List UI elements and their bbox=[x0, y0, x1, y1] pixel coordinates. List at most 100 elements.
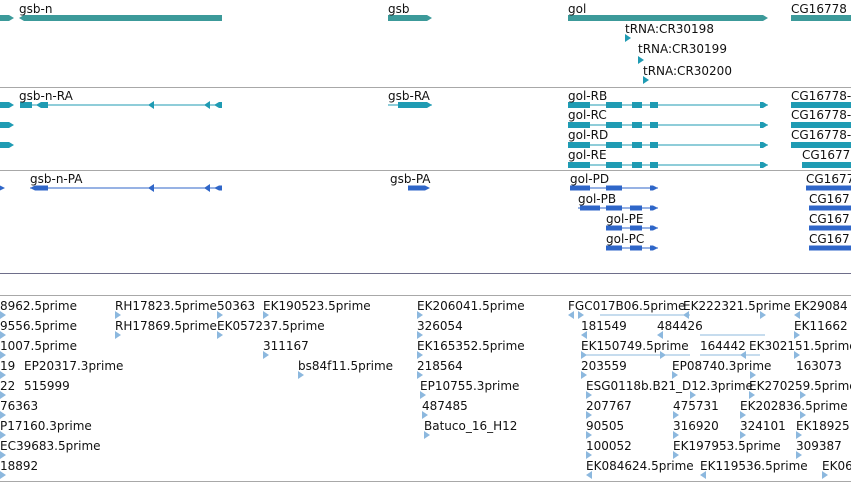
est-label[interactable]: EK202836.5prime bbox=[740, 399, 848, 413]
transcript-label-gol-rd[interactable]: gol-RD bbox=[568, 128, 609, 142]
est-glyph[interactable] bbox=[0, 351, 6, 359]
est-label[interactable]: 9556.5prime bbox=[0, 319, 77, 333]
est-glyph[interactable] bbox=[420, 391, 426, 399]
transcript-label-gol-rb[interactable]: gol-RB bbox=[568, 89, 608, 103]
gene-feature[interactable] bbox=[0, 15, 14, 21]
est-label[interactable]: 164442 bbox=[700, 339, 746, 353]
transcript-exon[interactable] bbox=[606, 162, 622, 168]
est-glyph[interactable] bbox=[586, 471, 592, 479]
protein-exon[interactable] bbox=[630, 205, 642, 211]
est-label[interactable]: EP10755.3prime bbox=[420, 379, 520, 393]
est-glyph[interactable] bbox=[115, 311, 121, 319]
transcript-label-gsb-ra[interactable]: gsb-RA bbox=[388, 89, 430, 103]
est-glyph[interactable] bbox=[796, 431, 802, 439]
protein-label-gsb-n-pa[interactable]: gsb-n-PA bbox=[30, 172, 83, 186]
est-glyph[interactable] bbox=[0, 371, 6, 379]
gene-label-gsb[interactable]: gsb bbox=[388, 2, 410, 16]
est-glyph[interactable] bbox=[422, 411, 428, 419]
est-label[interactable]: EK270259.5prime bbox=[749, 379, 851, 393]
est-label[interactable]: RH17823.5prime bbox=[115, 299, 217, 313]
protein-label-gol-pd[interactable]: gol-PD bbox=[570, 172, 610, 186]
est-glyph[interactable] bbox=[796, 451, 802, 459]
transcript-label-cg16778-d[interactable]: CG1677 bbox=[802, 148, 851, 162]
protein-exon[interactable] bbox=[650, 205, 658, 211]
transcript-feature[interactable] bbox=[0, 122, 14, 128]
est-glyph[interactable] bbox=[672, 371, 678, 379]
est-glyph[interactable] bbox=[673, 411, 679, 419]
est-label[interactable]: P17160.3prime bbox=[0, 419, 92, 433]
transcript-exon[interactable] bbox=[760, 122, 768, 128]
est-glyph[interactable] bbox=[657, 331, 663, 339]
est-label[interactable]: 475731 bbox=[673, 399, 719, 413]
transcript-exon[interactable] bbox=[568, 142, 590, 148]
protein-exon[interactable] bbox=[650, 245, 658, 251]
protein-label-cg16778-a[interactable]: CG1677 bbox=[806, 172, 851, 186]
est-label[interactable]: EP20317.3prime bbox=[24, 359, 124, 373]
transcript-exon[interactable] bbox=[606, 102, 622, 108]
est-glyph[interactable] bbox=[0, 431, 6, 439]
est-label[interactable]: EK197953.5prime bbox=[673, 439, 781, 453]
est-label[interactable]: 324101 bbox=[740, 419, 786, 433]
transcript-exon[interactable] bbox=[36, 102, 48, 108]
gene-label-trna-cr30199[interactable]: tRNA:CR30199 bbox=[638, 42, 727, 56]
est-label[interactable]: 19 bbox=[0, 359, 16, 373]
transcript-label-gsb-n-ra[interactable]: gsb-n-RA bbox=[19, 89, 73, 103]
est-label[interactable]: EK222321.5prime bbox=[683, 299, 791, 313]
trna-feature[interactable] bbox=[625, 34, 631, 42]
est-glyph[interactable] bbox=[417, 311, 423, 319]
transcript-exon[interactable] bbox=[760, 142, 768, 148]
protein-feature[interactable] bbox=[806, 185, 851, 191]
est-glyph[interactable] bbox=[0, 451, 6, 459]
est-glyph[interactable] bbox=[417, 371, 423, 379]
est-label[interactable]: 50363 bbox=[217, 299, 256, 313]
transcript-exon[interactable] bbox=[568, 102, 590, 108]
est-glyph[interactable] bbox=[586, 411, 592, 419]
transcript-exon[interactable] bbox=[650, 122, 658, 128]
gene-label-gsb-n[interactable]: gsb-n bbox=[19, 2, 53, 16]
est-glyph[interactable] bbox=[794, 311, 800, 319]
protein-exon[interactable] bbox=[650, 185, 658, 191]
transcript-exon[interactable] bbox=[760, 162, 768, 168]
transcript-exon[interactable] bbox=[606, 122, 622, 128]
protein-exon[interactable] bbox=[204, 184, 210, 192]
est-glyph[interactable] bbox=[586, 431, 592, 439]
est-glyph[interactable] bbox=[263, 311, 269, 319]
protein-exon[interactable] bbox=[630, 245, 642, 251]
est-glyph[interactable] bbox=[0, 471, 6, 479]
protein-label-cg16778-b[interactable]: CG167 bbox=[809, 192, 850, 206]
est-glyph[interactable] bbox=[673, 451, 679, 459]
est-label[interactable]: 90505 bbox=[586, 419, 625, 433]
protein-exon[interactable] bbox=[580, 205, 600, 211]
est-glyph[interactable] bbox=[0, 311, 6, 319]
est-label[interactable]: 326054 bbox=[417, 319, 463, 333]
est-label[interactable]: 515999 bbox=[24, 379, 70, 393]
est-glyph[interactable] bbox=[673, 431, 679, 439]
transcript-feature[interactable] bbox=[791, 122, 851, 128]
protein-exon[interactable] bbox=[606, 185, 622, 191]
transcript-label-cg16778-a[interactable]: CG16778- bbox=[791, 89, 851, 103]
transcript-exon[interactable] bbox=[632, 122, 642, 128]
transcript-exon[interactable] bbox=[650, 102, 658, 108]
est-label[interactable]: ESG0118b.B21_D12.3prime bbox=[586, 379, 753, 393]
est-glyph[interactable] bbox=[217, 311, 223, 319]
gene-label-trna-cr30198[interactable]: tRNA:CR30198 bbox=[625, 22, 714, 36]
est-glyph[interactable] bbox=[417, 331, 423, 339]
gene-feature[interactable] bbox=[568, 15, 768, 21]
protein-exon[interactable] bbox=[606, 225, 622, 231]
transcript-exon[interactable] bbox=[650, 142, 658, 148]
est-label[interactable]: 181549 bbox=[581, 319, 627, 333]
transcript-exon[interactable] bbox=[568, 162, 590, 168]
transcript-feature[interactable] bbox=[791, 102, 851, 108]
protein-exon[interactable] bbox=[606, 245, 622, 251]
protein-feature[interactable] bbox=[0, 185, 5, 191]
transcript-exon[interactable] bbox=[632, 102, 642, 108]
protein-exon[interactable] bbox=[148, 184, 154, 192]
est-glyph[interactable] bbox=[740, 411, 746, 419]
est-label[interactable]: EK302151.5prime bbox=[749, 339, 851, 353]
est-glyph[interactable] bbox=[568, 311, 574, 319]
est-glyph[interactable] bbox=[586, 391, 592, 399]
est-label[interactable]: EK084624.5prime bbox=[586, 459, 694, 473]
protein-exon[interactable] bbox=[630, 225, 642, 231]
